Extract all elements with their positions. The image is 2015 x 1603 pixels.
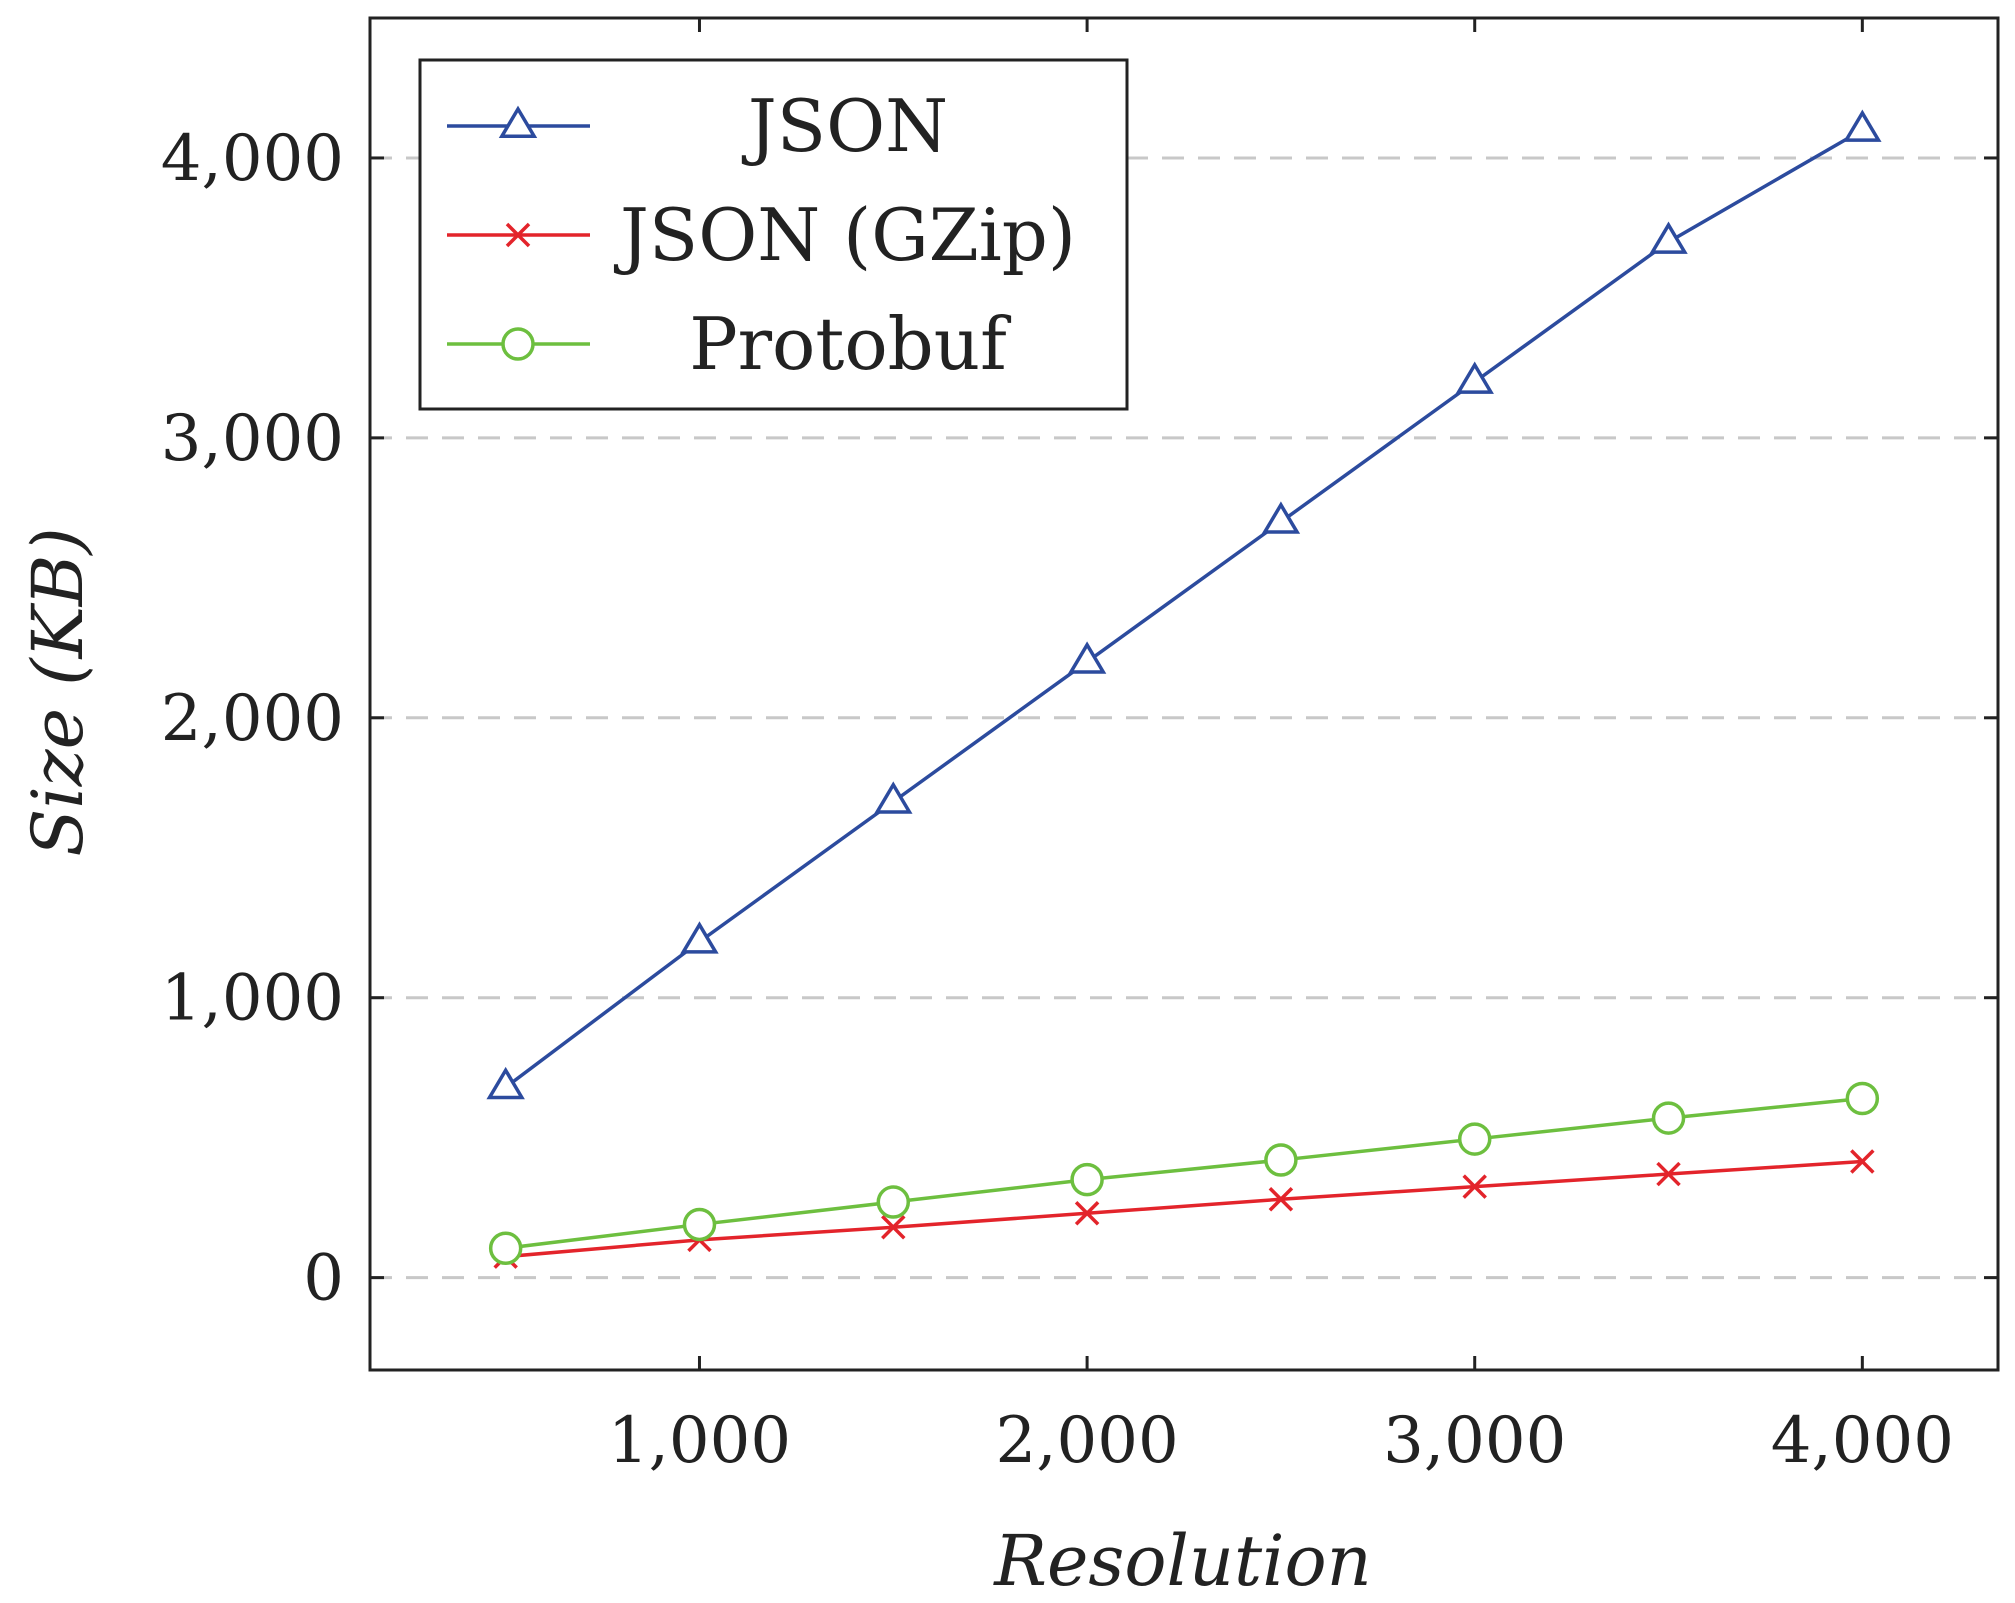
legend-label: Protobuf: [689, 302, 1011, 386]
data-point-protobuf: [1651, 1101, 1686, 1135]
x-tick-label: 1,000: [608, 1404, 791, 1478]
x-tick-label: 3,000: [1383, 1404, 1566, 1478]
data-point-json: [1455, 361, 1494, 394]
data-point-json-gzip: [1268, 1187, 1294, 1212]
data-point-protobuf: [1457, 1122, 1492, 1156]
data-point-protobuf: [488, 1231, 523, 1265]
y-tick-label: 3,000: [161, 402, 344, 476]
legend-item-protobuf: Protobuf: [447, 302, 1011, 386]
y-tick-label: 1,000: [161, 962, 344, 1036]
x-tick-label: 2,000: [995, 1404, 1178, 1478]
axis-ticks: [370, 18, 1998, 1370]
data-point-json: [874, 781, 913, 814]
series-protobuf: [488, 1081, 1880, 1265]
grid-lines: [370, 156, 1998, 1280]
data-point-protobuf: [1264, 1143, 1298, 1177]
legend-marker: [498, 105, 538, 138]
data-point-json: [1649, 221, 1688, 254]
data-point-json-gzip: [1656, 1161, 1681, 1187]
y-tick-labels: 0 1,000 2,000 3,000 4,000: [161, 122, 344, 1316]
data-point-protobuf: [1845, 1081, 1880, 1116]
series-json: [486, 109, 1882, 1100]
data-point-json: [1261, 501, 1301, 534]
y-tick-label: 0: [303, 1242, 344, 1316]
legend-item-json: JSON: [447, 84, 948, 168]
series-line-json-gzip: [505, 1159, 1863, 1259]
legend-marker: [505, 222, 531, 248]
data-point-json-gzip: [1074, 1201, 1100, 1226]
plot-frame: [368, 16, 2000, 1372]
x-tick-label: 4,000: [1771, 1404, 1954, 1478]
data-point-protobuf: [876, 1185, 911, 1219]
series-layer: [486, 109, 1882, 1269]
series-line-protobuf: [505, 1096, 1863, 1250]
series-line-json: [504, 128, 1864, 1089]
y-tick-label: 4,000: [161, 122, 344, 196]
y-axis-title: Size (KB): [17, 527, 99, 856]
data-point-protobuf: [682, 1207, 717, 1242]
legend-item-json-gzip: JSON (GZip): [447, 193, 1076, 277]
data-point-json: [486, 1066, 525, 1100]
data-point-json: [680, 921, 719, 954]
data-point-json-gzip: [881, 1215, 906, 1240]
data-point-json: [1843, 109, 1882, 142]
data-point-json-gzip: [1850, 1149, 1875, 1174]
data-point-protobuf: [1070, 1162, 1104, 1197]
legend-label: JSON: [741, 84, 948, 168]
data-point-json-gzip: [1462, 1174, 1487, 1199]
x-tick-labels: 1,000 2,000 3,000 4,000: [608, 1404, 1954, 1478]
legend-marker: [501, 327, 535, 361]
x-axis-title: Resolution: [992, 1520, 1371, 1602]
legend: JSON JSON (GZip) Protobuf: [418, 58, 1129, 411]
data-point-json: [1067, 641, 1107, 674]
legend-label: JSON (GZip): [613, 193, 1076, 277]
y-tick-label: 2,000: [161, 682, 344, 756]
